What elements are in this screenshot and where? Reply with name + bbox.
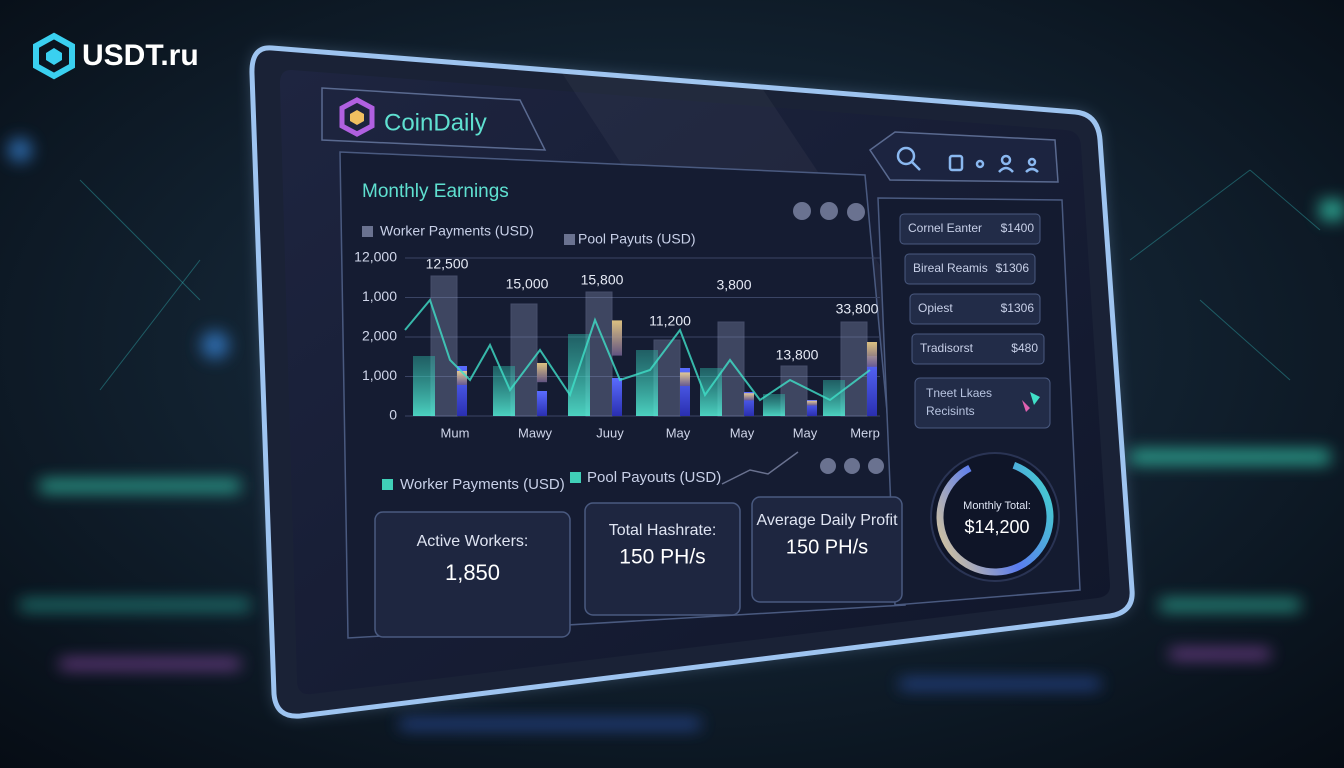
- y-axis-label: 1,000: [362, 367, 397, 383]
- bar: [744, 393, 754, 401]
- background-glow: [8, 138, 1344, 728]
- bar-label: 15,800: [581, 272, 624, 288]
- bar: [612, 378, 622, 416]
- bar-label: 13,800: [776, 347, 819, 363]
- side-item-value: $480: [1011, 341, 1038, 355]
- stat-label: Total Hashrate:: [609, 522, 717, 539]
- side-item: [904, 253, 1036, 285]
- side-card: [914, 377, 1051, 429]
- bar-label: 33,800: [836, 301, 879, 317]
- bar: [680, 368, 690, 416]
- side-card-icon: [1022, 392, 1040, 412]
- bar-label: 3,800: [716, 277, 751, 293]
- bar: [744, 392, 754, 416]
- bar-bg: [653, 339, 681, 417]
- total-value: $14,200: [964, 517, 1029, 537]
- legend-label: Worker Payments (USD): [380, 223, 534, 239]
- side-item-label: Cornel Eanter: [908, 221, 982, 235]
- panel-dots: [793, 202, 884, 474]
- y-axis-label: 2,000: [362, 328, 397, 344]
- stat-card: [751, 496, 903, 603]
- bar-label: 11,200: [649, 313, 691, 329]
- stat-card: [584, 502, 741, 616]
- bar: [413, 356, 435, 416]
- bar: [807, 400, 817, 406]
- bar-label: 15,000: [506, 276, 549, 292]
- legend-swatch: [570, 472, 581, 483]
- side-item: [911, 333, 1045, 365]
- total-ring-bg: [930, 452, 1060, 582]
- y-axis-label: 1,000: [362, 288, 397, 304]
- x-axis-label: May: [666, 425, 691, 440]
- side-item-label: Bireal Reamis: [913, 261, 988, 275]
- y-axis-label: 0: [389, 407, 397, 423]
- side-item-label: Tradisorst: [920, 341, 974, 355]
- trend-line: [404, 297, 871, 402]
- bar: [763, 394, 785, 416]
- earnings-chart: Worker Payments (USD) Pool Payuts (USD) Wo…: [354, 223, 880, 493]
- toolbar-icons: [896, 146, 1039, 173]
- total-ring: [936, 458, 1054, 576]
- brand-name: USDT.ru: [82, 39, 199, 72]
- x-axis-label: Mawy: [518, 425, 552, 440]
- x-axis-label: Mum: [441, 425, 470, 440]
- total-label: Monthly Total:: [963, 500, 1031, 512]
- side-item-value: $1306: [996, 261, 1030, 275]
- bar: [636, 350, 658, 416]
- sparkline: [721, 451, 799, 485]
- stat-value: 150 PH/s: [619, 546, 705, 569]
- stat-value: 1,850: [445, 560, 500, 585]
- stat-card: [374, 511, 571, 638]
- side-item: [909, 293, 1041, 325]
- bar: [612, 320, 622, 356]
- side-list: Cornel Eanter $1400 Bireal Reamis $1306 Opie…: [899, 213, 1045, 365]
- bar-bg: [717, 321, 745, 417]
- stat-cards: Active Workers: 1,850 Total Hashrate: 150 P…: [374, 496, 903, 638]
- bar: [807, 400, 817, 416]
- legend-label: Pool Payuts (USD): [578, 231, 695, 247]
- bar: [457, 366, 467, 416]
- bar: [537, 363, 547, 383]
- bar-bg: [840, 321, 868, 417]
- side-card-line: Tneet Lkaes: [926, 386, 992, 400]
- legend-swatch: [362, 226, 373, 237]
- header-frame: [321, 87, 547, 151]
- side-card-line: Recisints: [926, 404, 975, 418]
- stat-label: Active Workers:: [417, 533, 529, 550]
- x-axis-label: May: [730, 425, 755, 440]
- earnings-title: Monthly Earnings: [362, 181, 509, 202]
- stat-label: Average Daily Profit: [756, 512, 898, 529]
- stat-value: 150 PH/s: [786, 536, 868, 558]
- y-axis-label: 12,000: [354, 249, 397, 265]
- legend-swatch: [564, 234, 575, 245]
- legend-swatch: [382, 479, 393, 490]
- bar-label: 12,500: [426, 256, 469, 272]
- app-logo: [339, 97, 375, 137]
- legend-label: Pool Payouts (USD): [587, 469, 721, 486]
- bar: [680, 372, 690, 386]
- x-axis-label: Merp: [850, 425, 880, 440]
- bar-bg: [430, 275, 458, 417]
- bar: [867, 342, 877, 367]
- bar: [493, 366, 515, 416]
- side-item-label: Opiest: [918, 301, 953, 315]
- bar-bg: [780, 365, 808, 417]
- x-axis-label: Juuy: [596, 425, 624, 440]
- side-item-value: $1306: [1001, 301, 1035, 315]
- bar: [537, 391, 547, 416]
- x-axis-label: May: [793, 425, 818, 440]
- app-name: CoinDaily: [384, 109, 487, 136]
- bar: [867, 356, 877, 416]
- network-lines: [79, 169, 1321, 391]
- bar-bg: [585, 291, 613, 417]
- bar: [457, 371, 467, 385]
- brand-logo: [33, 32, 75, 80]
- side-item: [899, 213, 1041, 245]
- legend-label: Worker Payments (USD): [400, 476, 565, 493]
- side-item-value: $1400: [1001, 221, 1035, 235]
